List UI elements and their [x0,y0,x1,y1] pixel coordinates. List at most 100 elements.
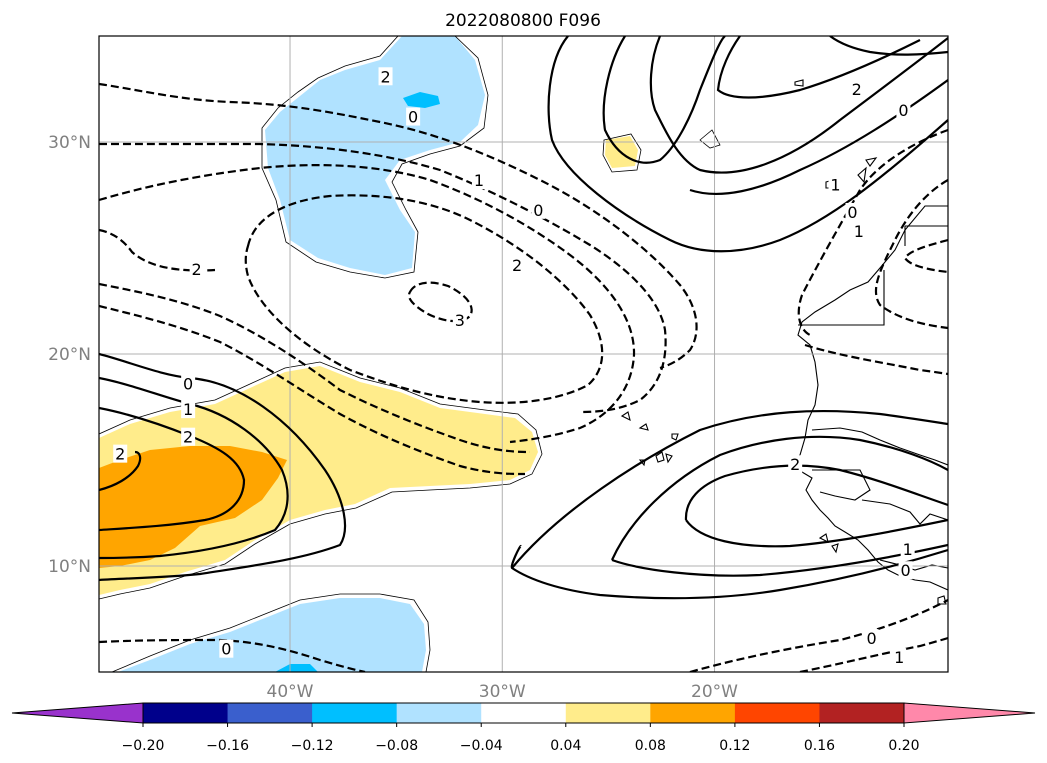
contour-label-0: 2 [380,67,390,86]
contour-label-bg-13 [898,561,913,580]
contour-pos-se-2b [685,518,948,548]
shade-blue-north [403,92,440,108]
contour-neg-west-a [99,282,531,454]
colorbar-segment-4 [481,703,567,723]
colorbar-label-6: 0.08 [635,738,666,754]
colorbar-segment-5 [565,703,651,723]
contour-pos-ne-3 [829,36,948,56]
contour-label-bg-8 [181,400,196,419]
contour-label-19: 1 [830,175,840,194]
contour-pos-sw-1 [99,376,289,560]
colorbar-label-3: −0.08 [375,738,418,754]
lat-label-2: 10°N [48,557,91,577]
map-frame [98,35,949,673]
contour-neg-ne-b [875,179,948,330]
contour-neg-2-west [99,228,216,272]
colorbar-label-4: −0.04 [460,738,503,754]
contour-pos-ne-mid [602,36,726,164]
contour-label-5: 2 [192,260,202,279]
contour-label-bg-3 [531,200,546,219]
contour-label-4: 2 [512,256,522,275]
contour-label-bg-19 [828,175,843,194]
colorbar-extend-high [903,702,1036,724]
contour-label-bg-11 [788,455,803,474]
contour-neg-3 [407,281,473,323]
shade-blue-south [275,664,318,672]
chart-title: 2022080800 F096 [445,11,601,31]
lat-label-0: 30°N [48,133,91,153]
contour-pos-ne-outer [547,36,948,253]
contour-label-11: 2 [790,455,800,474]
contour-label-bg-14 [864,629,879,648]
contour-label-bg-20 [845,202,860,221]
contour-pos-sw-3 [99,450,142,492]
contour-label-17: 2 [852,80,862,99]
contour-pos-se-0 [511,409,948,569]
colorbar-label-0: −0.20 [122,738,165,754]
contour-label-7: 0 [183,375,193,394]
contour-neg-sw [99,638,366,672]
contour-label-13: 0 [900,561,910,580]
shade-orange [99,446,287,568]
contour-pos-ne-inner [649,36,948,174]
longitude-labels: 40°W 30°W 20°W [267,682,739,702]
contour-label-1: 0 [408,108,418,127]
contour-neg-se-a [689,599,948,672]
contour-neg-ne-d [903,238,948,274]
contour-label-bg-12 [900,540,915,559]
colorbar-segment-7 [734,703,820,723]
contour-label-bg-9 [181,427,196,446]
contour-label-16: 0 [221,640,231,659]
coastlines [620,79,948,605]
contour-label-bg-5 [189,260,204,279]
contour-label-3: 0 [533,201,543,220]
contour-label-bg-16 [219,639,234,658]
contour-label-8: 1 [183,400,193,419]
colorbar-segment-1 [227,703,313,723]
contour-label-bg-6 [452,311,467,330]
contour-neg-west-b [99,304,526,476]
contour-label-12: 1 [903,540,913,559]
contour-neg-se-b [799,636,948,672]
lon-label-2: 20°W [691,682,738,702]
contour-label-bg-7 [181,374,196,393]
contour-label-bg-17 [849,80,864,98]
contour-label-2: 1 [474,171,484,190]
colorbar: −0.20 −0.16 −0.12 −0.08 −0.04 0.04 0.08 0.12 0.1… [11,702,1036,754]
contour-pos-se-1 [610,435,948,561]
shade-yellow-band [99,366,538,595]
contour-label-14: 0 [866,629,876,648]
contour-neg-0-north [99,82,698,370]
contour-label-20: 0 [847,203,857,222]
contour-label-9: 2 [183,428,193,447]
colorbar-label-9: 0.20 [888,738,919,754]
colorbar-label-5: 0.04 [550,738,581,754]
contour-label-bg-21 [851,222,866,241]
contour-pos-sw-2 [99,406,246,532]
colorbar-segment-0 [143,703,229,723]
contour-label-6: 3 [455,311,465,330]
contour-neg-ne-c [804,343,948,376]
contour-neg-2-outer [99,164,636,444]
contour-label-bg-18 [896,101,911,120]
contour-label-bg-2 [471,171,486,190]
contour-label-bg-0 [378,67,393,86]
lat-label-1: 20°N [48,345,91,365]
contour-pos-se-1b [611,543,948,577]
contour-label-bg-4 [510,255,525,274]
contour-label-10: 2 [115,445,125,464]
colorbar-label-1: −0.16 [206,738,249,754]
colorbar-segment-3 [396,703,482,723]
colorbar-extend-low [11,702,144,724]
contour-pos-ne-2 [716,36,921,99]
colorbar-segment-6 [650,703,736,723]
colorbar-frame [142,702,905,724]
contour-label-21: 1 [854,222,864,241]
colorbar-segment-2 [312,703,398,723]
lon-label-1: 30°W [479,682,526,702]
contour-label-bg-1 [406,107,421,126]
shade-outlines [99,36,721,672]
contour-label-18: 0 [898,101,908,120]
